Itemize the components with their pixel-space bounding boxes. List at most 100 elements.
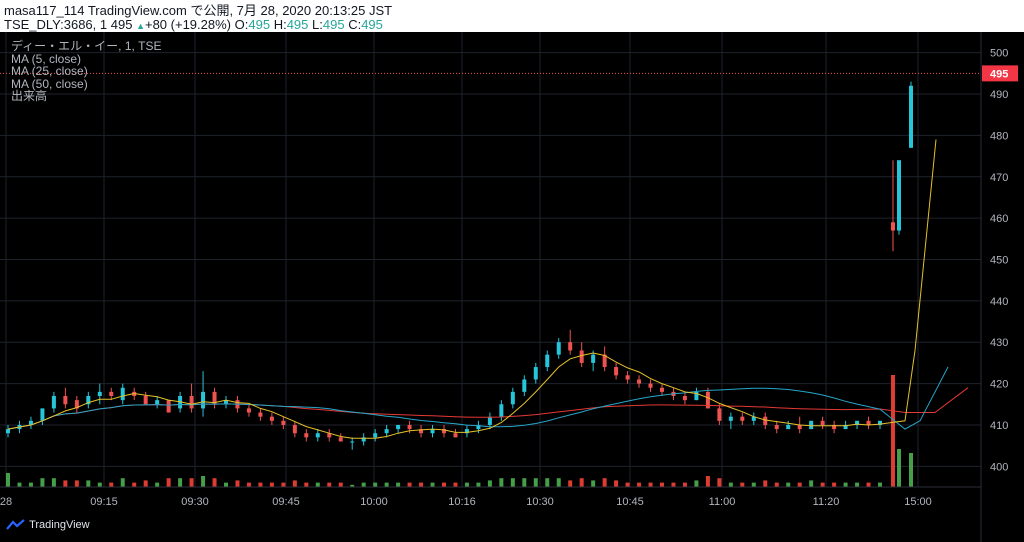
brand-name: TradingView (29, 519, 90, 532)
candle-body (763, 416, 768, 425)
legend-ma25[interactable]: MA (25, close) (11, 64, 88, 78)
candle-body (120, 387, 125, 401)
volume-bar (120, 478, 125, 487)
time-tick-label: 10:00 (360, 496, 388, 508)
candle-body (246, 408, 251, 413)
volume-bar (774, 482, 779, 487)
volume-bar (891, 375, 895, 487)
price-tick-label: 440 (990, 296, 1008, 308)
candle-body (591, 354, 596, 363)
volume-bar (86, 480, 91, 487)
candle-body (694, 391, 699, 401)
close-value: 495 (361, 17, 383, 32)
moving-averages (7, 139, 969, 439)
candle-body (407, 424, 412, 430)
volume-bar (648, 482, 653, 487)
volume-bar (17, 482, 22, 487)
volume-bar (820, 482, 825, 487)
chart-panel[interactable] (0, 32, 1024, 542)
candle-body (740, 416, 745, 421)
candle-body (897, 160, 901, 231)
volume-bar (878, 482, 882, 487)
volume-bar (442, 482, 446, 487)
candle-body (166, 400, 171, 413)
time-tick-label: 15:00 (904, 496, 932, 508)
price-tick-label: 400 (990, 461, 1008, 473)
price-change: +80 (+19.28%) (144, 17, 231, 32)
price-tick-label: 480 (990, 130, 1008, 142)
volume-bar (327, 482, 332, 487)
time-tick-label: 10:16 (448, 496, 476, 508)
volume-bar (178, 478, 183, 487)
candle-body (487, 416, 492, 425)
chart-header: masa117_114 TradingView.com で公開, 7月 28, … (0, 0, 1024, 32)
volume-bar (143, 480, 148, 487)
volume-bar (897, 449, 901, 487)
volume-bar (499, 478, 504, 487)
candle-body (315, 433, 320, 438)
candle-body (109, 391, 114, 396)
last-price-label: 495 (982, 65, 1018, 82)
candle-body (637, 379, 642, 384)
candle-body (660, 387, 664, 392)
volume-bar (304, 482, 309, 487)
time-tick-label: 11:20 (813, 496, 840, 508)
volume-bar (361, 482, 366, 487)
volume-bar (258, 482, 263, 487)
volume-bar (6, 473, 10, 487)
volume-bar (51, 478, 56, 487)
low-label: L: (312, 17, 323, 32)
time-tick-label: 28 (0, 496, 12, 508)
volume-bar (909, 453, 913, 487)
volume-bar (430, 482, 435, 487)
candle-body (338, 437, 343, 442)
legend-volume[interactable]: 出来高 (11, 89, 48, 103)
price-tick-label: 500 (990, 48, 1008, 60)
candle-body (878, 420, 882, 425)
candle-body (258, 412, 263, 417)
candle-body (648, 383, 653, 388)
volume-bar (660, 482, 664, 487)
price-tick-label: 490 (990, 89, 1008, 101)
candle-body (396, 424, 401, 430)
volume-bar (637, 482, 642, 487)
brand-footer[interactable]: TradingView (6, 519, 90, 531)
volume-bar (705, 476, 710, 487)
legend-ma5[interactable]: MA (5, close) (11, 51, 82, 66)
candle-body (843, 424, 848, 430)
close-label: C: (348, 17, 362, 32)
candle-body (510, 391, 515, 405)
candle-body (269, 416, 274, 421)
volume-bar (235, 480, 240, 487)
candle-body (625, 375, 630, 380)
candle-body (820, 420, 825, 425)
volume-bar (522, 478, 527, 487)
volume-bar (568, 480, 573, 487)
candle-body (361, 437, 366, 442)
publish-info: masa117_114 TradingView.com で公開, 7月 28, … (4, 3, 393, 18)
volume-bar (453, 482, 458, 487)
legend-ma50[interactable]: MA (50, close) (11, 76, 88, 91)
volume-bar (212, 478, 217, 487)
volume-bar (315, 482, 320, 487)
time-tick-label: 09:30 (181, 496, 209, 508)
volume-bar (373, 482, 378, 487)
volume-bar (533, 478, 538, 487)
volume-bar (797, 482, 802, 487)
volume-bar (407, 482, 412, 487)
volume-bar (464, 482, 469, 487)
symbol-label: TSE_DLY:3686, 1 (4, 17, 108, 32)
volume-bar (682, 482, 687, 487)
candle-body (728, 416, 733, 421)
tradingview-logo-icon (6, 519, 25, 530)
volume-bar (246, 482, 251, 487)
candle-body (212, 391, 217, 405)
legend-title[interactable]: ディー・エル・イー, 1, TSE (11, 39, 162, 53)
time-tick-label: 09:15 (90, 496, 118, 508)
last-price-text: 495 (990, 68, 1008, 80)
volume-bar (224, 482, 228, 487)
candle-body (717, 408, 722, 421)
candle-body (384, 429, 389, 434)
volume-bar (602, 478, 607, 487)
